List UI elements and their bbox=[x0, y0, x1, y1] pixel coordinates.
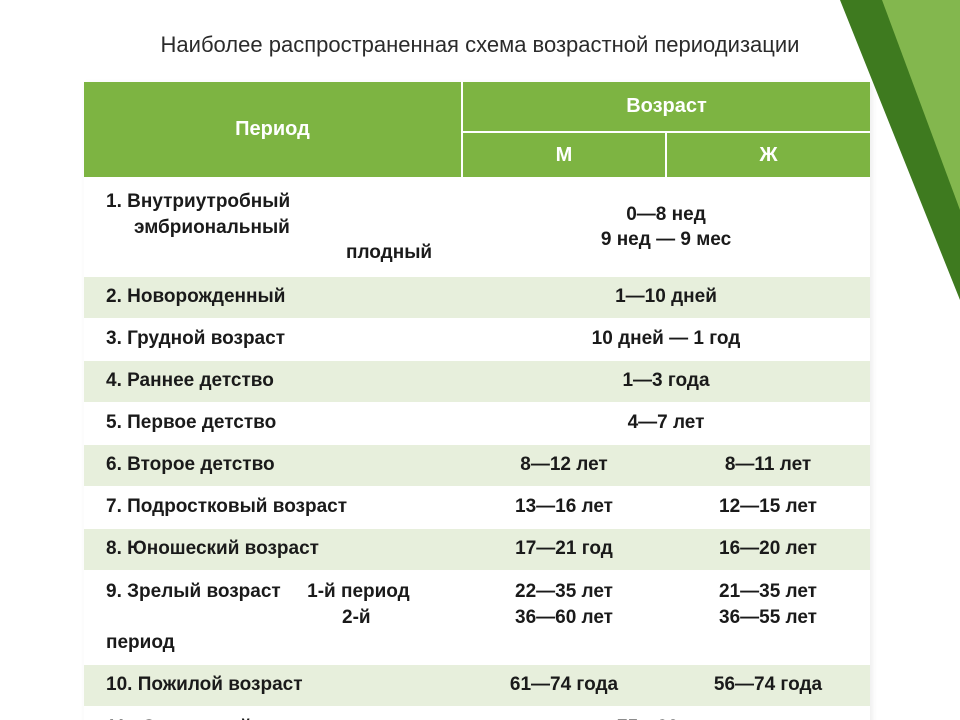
period-cell: 11 . Старческий возраст bbox=[84, 706, 462, 720]
age-cell: 10 дней — 1 год bbox=[462, 318, 870, 360]
period-cell: 9. Зрелый возраст 1-й период 2-й период bbox=[84, 570, 462, 664]
table-row: 10. Пожилой возраст 61—74 года 56—74 год… bbox=[84, 664, 870, 706]
cell-text: 0—8 нед bbox=[478, 202, 854, 228]
table-row: 1. Внутриутробный эмбриональный плодный … bbox=[84, 178, 870, 276]
table-row: 2. Новорожденный 1—10 дней bbox=[84, 276, 870, 318]
table-row: 8. Юношеский возраст 17—21 год 16—20 лет bbox=[84, 528, 870, 570]
table-row: 7. Подростковый возраст 13—16 лет 12—15 … bbox=[84, 486, 870, 528]
age-m-cell: 17—21 год bbox=[462, 528, 666, 570]
col-header-m: М bbox=[462, 132, 666, 178]
period-cell: 10. Пожилой возраст bbox=[84, 664, 462, 706]
cell-text: 21—35 лет bbox=[682, 579, 854, 605]
age-f-cell: 21—35 лет 36—55 лет bbox=[666, 570, 870, 664]
period-cell: 8. Юношеский возраст bbox=[84, 528, 462, 570]
table-row: 5. Первое детство 4—7 лет bbox=[84, 402, 870, 444]
table-row: 9. Зрелый возраст 1-й период 2-й период … bbox=[84, 570, 870, 664]
age-m-cell: 61—74 года bbox=[462, 664, 666, 706]
table-row: 11 . Старческий возраст 75—90 лет bbox=[84, 706, 870, 720]
age-cell: 75—90 лет bbox=[462, 706, 870, 720]
age-m-cell: 13—16 лет bbox=[462, 486, 666, 528]
table-row: 3. Грудной возраст 10 дней — 1 год bbox=[84, 318, 870, 360]
table-row: 4. Раннее детство 1—3 года bbox=[84, 360, 870, 402]
period-cell: 3. Грудной возраст bbox=[84, 318, 462, 360]
cell-text: эмбриональный bbox=[106, 215, 446, 241]
col-header-f: Ж bbox=[666, 132, 870, 178]
cell-text: плодный bbox=[106, 240, 446, 266]
age-f-cell: 16—20 лет bbox=[666, 528, 870, 570]
age-f-cell: 8—11 лет bbox=[666, 444, 870, 486]
cell-text: 9. Зрелый возраст 1-й период bbox=[106, 579, 446, 605]
cell-text: 22—35 лет bbox=[478, 579, 650, 605]
age-cell: 4—7 лет bbox=[462, 402, 870, 444]
age-m-cell: 8—12 лет bbox=[462, 444, 666, 486]
age-m-cell: 22—35 лет 36—60 лет bbox=[462, 570, 666, 664]
period-cell: 2. Новорожденный bbox=[84, 276, 462, 318]
age-f-cell: 12—15 лет bbox=[666, 486, 870, 528]
cell-text: 36—60 лет bbox=[478, 605, 650, 631]
period-cell: 4. Раннее детство bbox=[84, 360, 462, 402]
table-row: 6. Второе детство 8—12 лет 8—11 лет bbox=[84, 444, 870, 486]
cell-text: 1. Внутриутробный bbox=[106, 189, 446, 215]
cell-text: 2-й bbox=[106, 605, 446, 631]
age-cell: 0—8 нед 9 нед — 9 мес bbox=[462, 178, 870, 276]
col-header-age: Возраст bbox=[462, 82, 870, 132]
period-cell: 1. Внутриутробный эмбриональный плодный bbox=[84, 178, 462, 276]
period-cell: 5. Первое детство bbox=[84, 402, 462, 444]
page-title: Наиболее распространенная схема возрастн… bbox=[0, 32, 960, 58]
age-cell: 1—3 года bbox=[462, 360, 870, 402]
cell-text: 36—55 лет bbox=[682, 605, 854, 631]
age-cell: 1—10 дней bbox=[462, 276, 870, 318]
age-period-table: Период Возраст М Ж 1. Внутриутробный эмб… bbox=[84, 82, 870, 720]
cell-text: 9 нед — 9 мес bbox=[478, 227, 854, 253]
cell-text: период bbox=[106, 630, 446, 656]
period-cell: 6. Второе детство bbox=[84, 444, 462, 486]
col-header-period: Период bbox=[84, 82, 462, 178]
age-f-cell: 56—74 года bbox=[666, 664, 870, 706]
period-cell: 7. Подростковый возраст bbox=[84, 486, 462, 528]
